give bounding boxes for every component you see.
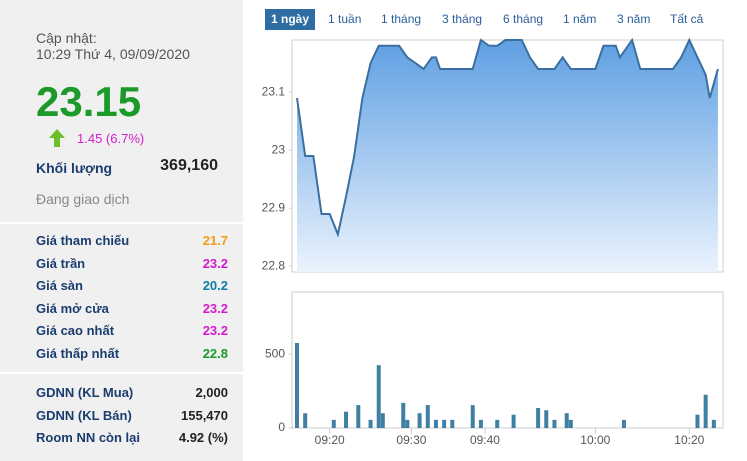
volume-bar bbox=[405, 419, 410, 428]
y-tick-label: 500 bbox=[265, 346, 285, 360]
info-value: 155,470 bbox=[181, 407, 228, 423]
up-arrow bbox=[49, 129, 65, 147]
status: Đang giao dịch bbox=[36, 191, 130, 207]
volume-bar bbox=[703, 394, 708, 428]
volume-bar bbox=[376, 365, 381, 428]
volume-bar bbox=[450, 419, 455, 428]
volume-bar bbox=[544, 410, 549, 428]
y-tick-label: 23 bbox=[272, 142, 286, 156]
volume-bar bbox=[552, 419, 557, 428]
info-row: Giá trần 23.2 bbox=[36, 255, 228, 271]
chart-area: 23.1 23 22.9 22.8 500 0 09:20 09:30 09:40 10:00 10… bbox=[262, 37, 724, 447]
tab[interactable]: 1 năm bbox=[563, 12, 597, 26]
volume: 369,160 bbox=[160, 157, 218, 174]
info-row: GDNN (KL Mua) 2,000 bbox=[36, 385, 228, 400]
info-value: 23.2 bbox=[202, 255, 228, 271]
volume-bar bbox=[425, 405, 430, 428]
volume-bar bbox=[621, 419, 626, 428]
y-tick-label: 0 bbox=[278, 420, 285, 434]
tab[interactable]: 3 năm bbox=[617, 12, 651, 26]
info-row: Room NN còn lại 4.92 (%) bbox=[36, 430, 228, 446]
volume-bar bbox=[470, 405, 475, 428]
updated-time: 10:29 Thứ 4, 09/09/2020 bbox=[36, 46, 190, 62]
volume-bar bbox=[433, 419, 438, 428]
y-tick-label: 23.1 bbox=[262, 84, 286, 98]
plot-frame bbox=[291, 291, 724, 429]
info-row: GDNN (KL Bán) 155,470 bbox=[36, 407, 228, 423]
volume-bar bbox=[331, 419, 336, 428]
info-value: 20.2 bbox=[202, 278, 228, 294]
info-value: 4.92 (%) bbox=[178, 430, 228, 446]
x-tick-label: 09:40 bbox=[470, 433, 500, 447]
y-tick-label: 22.8 bbox=[262, 258, 286, 272]
volume-bar bbox=[511, 414, 516, 428]
x-tick-label: 09:20 bbox=[315, 433, 345, 447]
sidebar: Cập nhật: 10:29 Thứ 4, 09/09/2020 23.15 … bbox=[0, 0, 243, 461]
volume-bar bbox=[401, 402, 406, 428]
tab[interactable]: Tất cả bbox=[670, 12, 704, 26]
tab[interactable]: 3 tháng bbox=[442, 12, 483, 26]
volume-bar bbox=[478, 419, 483, 428]
volume-label: Khối lượng bbox=[36, 160, 113, 176]
price: 23.15 bbox=[36, 78, 142, 125]
volume-bar bbox=[356, 405, 361, 428]
volume-bar bbox=[295, 343, 299, 428]
tab[interactable]: 1 tháng bbox=[381, 12, 422, 26]
info-value: 21.7 bbox=[202, 233, 228, 248]
info-value: 22.8 bbox=[202, 346, 228, 361]
info-value: 2,000 bbox=[195, 385, 228, 400]
info-value: 23.2 bbox=[202, 323, 228, 339]
volume-bar bbox=[568, 419, 573, 428]
volume-bar bbox=[368, 419, 373, 428]
volume-bar bbox=[495, 419, 500, 428]
info-row: Giá thấp nhất 22.8 bbox=[36, 346, 228, 361]
volume-bar bbox=[344, 411, 349, 428]
volume-bar bbox=[536, 408, 541, 428]
info-row: Giá tham chiếu 21.7 bbox=[36, 233, 228, 248]
volume-bar bbox=[695, 414, 700, 428]
x-tick-label: 10:20 bbox=[674, 433, 704, 447]
volume-bar bbox=[442, 419, 447, 428]
info-row: Giá sàn 20.2 bbox=[36, 278, 228, 294]
volume-bar bbox=[564, 413, 569, 428]
volume-bar bbox=[417, 413, 422, 428]
y-tick-label: 22.9 bbox=[262, 200, 286, 214]
tab[interactable]: 6 tháng bbox=[503, 12, 544, 26]
tab[interactable]: 1 tuần bbox=[328, 12, 362, 26]
separator bbox=[0, 372, 243, 374]
area-fill bbox=[297, 40, 718, 272]
separator bbox=[0, 222, 243, 224]
x-tick-label: 09:30 bbox=[396, 433, 426, 447]
volume-bar bbox=[380, 413, 385, 428]
volume-bar bbox=[711, 419, 716, 428]
x-tick-label: 10:00 bbox=[580, 433, 610, 447]
volume-bar bbox=[303, 413, 308, 428]
tab[interactable]: 1 ngày bbox=[265, 9, 316, 30]
info-value: 23.2 bbox=[202, 300, 228, 316]
price-change: 1.45 (6.7%) bbox=[77, 131, 145, 146]
info-row: Giá cao nhất 23.2 bbox=[36, 323, 228, 339]
updated-label: Cập nhật: bbox=[36, 30, 97, 46]
price-line bbox=[296, 37, 719, 238]
info-row: Giá mở cửa 23.2 bbox=[36, 300, 228, 316]
